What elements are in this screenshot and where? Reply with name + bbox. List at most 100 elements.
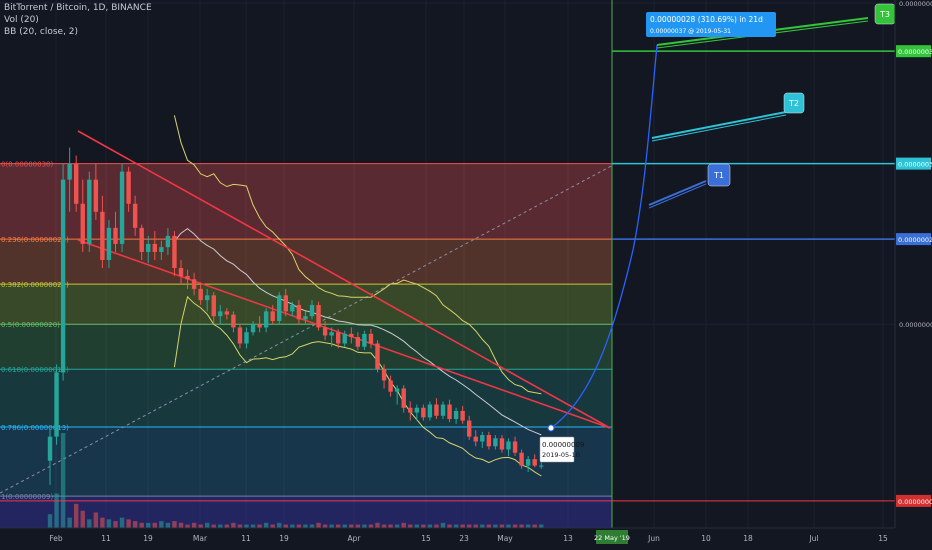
volume-bar: [218, 524, 223, 528]
symbol-title[interactable]: BitTorrent / Bitcoin, 1D, BINANCE: [4, 3, 152, 13]
candle-body: [132, 203, 138, 228]
target-label-box-t2[interactable]: [783, 92, 805, 114]
fib-level-label: 0.236(0.00000025): [1, 236, 69, 244]
price-badge: [896, 494, 931, 507]
candle-body: [401, 388, 406, 408]
volume-bar: [231, 522, 236, 528]
fib-zone: [0, 163, 612, 240]
projection-callout-box[interactable]: [646, 12, 776, 37]
candle-body: [408, 407, 413, 413]
volume-bar: [290, 524, 295, 528]
price-badge-label: 0.00000025: [898, 236, 932, 244]
volume-bar: [100, 517, 105, 528]
candle-body: [224, 311, 230, 315]
volume-bar: [152, 522, 157, 528]
fib-trend-line: [0, 165, 613, 494]
volume-bar: [119, 517, 125, 528]
candle-body: [231, 314, 236, 328]
volume-bar: [506, 524, 511, 528]
target-label-box-t1[interactable]: [707, 163, 731, 187]
candle-body: [263, 311, 269, 328]
volume-bar: [106, 519, 112, 528]
time-axis-label: Jun: [647, 534, 660, 543]
volume-bar: [493, 524, 498, 528]
candle-body: [191, 279, 197, 289]
time-axis-label: May: [497, 534, 513, 543]
volume-bar: [277, 522, 282, 528]
volume-bar: [329, 524, 334, 528]
time-axis-label: 11: [101, 534, 111, 543]
price-badge: [896, 233, 931, 246]
candle-body: [47, 436, 53, 461]
target-arrow-t1: [648, 180, 707, 206]
volume-bar: [434, 524, 439, 528]
volume-bar: [427, 524, 433, 528]
price-axis-label: 0.00000002: [899, 321, 932, 329]
candle-body: [493, 438, 498, 447]
volume-bar: [198, 524, 203, 528]
volume-bar: [172, 521, 177, 528]
candle-body: [106, 227, 112, 260]
candle-body: [80, 203, 85, 244]
volume-bar: [132, 521, 138, 528]
candle-body: [283, 295, 288, 312]
volume-indicator-label[interactable]: Vol (20): [4, 15, 39, 25]
fib-level-label: 0.786(0.00000013): [1, 424, 69, 432]
candle-body: [67, 163, 72, 180]
volume-bar: [532, 524, 537, 528]
volume-bar: [440, 522, 446, 528]
volume-bars: [47, 433, 544, 528]
candle-body: [198, 288, 203, 301]
volume-bar: [237, 524, 243, 528]
candle-body: [368, 333, 374, 344]
projection[interactable]: 0.00000009 2019-05-10 T1 T2 T3 0.00000028 (31…: [0, 0, 896, 528]
price-badge-label: 0.00000037: [898, 48, 932, 56]
projection-callout-line1: 0.00000028 (310.69%) in 21d: [650, 15, 763, 24]
candle-body: [414, 407, 419, 413]
time-axis-label: 15: [421, 534, 431, 543]
volume-bar: [224, 524, 230, 528]
volume-bar: [211, 524, 216, 528]
bollinger-indicator-label[interactable]: BB (20, close, 2): [4, 27, 79, 37]
price-axis[interactable]: 0.000000400.000000380.000000360.00000034…: [894, 0, 932, 550]
target-label-t2[interactable]: T2: [788, 99, 799, 108]
volume-bar: [519, 524, 524, 528]
candle-body: [329, 332, 334, 336]
bollinger-bands: [173, 115, 542, 477]
candle-body: [447, 404, 452, 419]
target-arrow-t2: [651, 114, 787, 142]
candle-body: [519, 452, 524, 466]
candle-body: [185, 276, 190, 280]
volume-bar: [263, 522, 269, 528]
candle-body: [152, 243, 157, 252]
candle-body: [322, 327, 328, 336]
time-axis-label: Jul: [808, 534, 818, 543]
target-label-t3[interactable]: T3: [879, 10, 890, 19]
low-marker-box: [539, 436, 575, 463]
candle-body: [388, 380, 393, 392]
volume-bar: [499, 524, 505, 528]
projection-callout-line2: 0.00000037 @ 2019-05-31: [650, 28, 731, 35]
volume-bar: [539, 524, 544, 528]
time-axis-label: 18: [743, 534, 753, 543]
volume-bar: [525, 524, 531, 528]
volume-bar: [336, 524, 341, 528]
volume-bar: [408, 524, 413, 528]
candle-body: [146, 243, 151, 252]
volume-bar: [47, 514, 53, 528]
target-arrow-t1: [648, 183, 707, 209]
volume-bar: [309, 524, 315, 528]
volume-bar: [480, 524, 485, 528]
volume-bar: [80, 510, 85, 528]
volume-bar: [447, 524, 452, 528]
target-label-t1[interactable]: T1: [713, 171, 724, 180]
channel-upper-line: [77, 130, 611, 429]
time-axis-label: Feb: [49, 534, 63, 543]
time-axis[interactable]: Feb 11 19 Mar 11 19 Apr 15 23 May 13 Jun 10 18 Jul 15 22…: [0, 527, 932, 550]
volume-bar: [316, 522, 321, 528]
candle-body: [467, 420, 472, 437]
volume-bar: [185, 524, 190, 528]
volume-bar: [159, 521, 164, 528]
volume-bar: [421, 524, 426, 528]
